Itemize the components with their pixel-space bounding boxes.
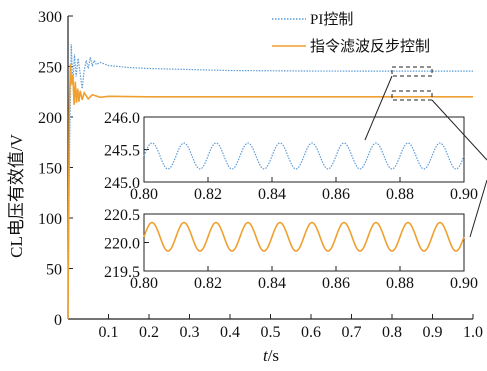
x-tick-label: 0.2 <box>139 324 159 341</box>
inset-top-series-line <box>143 142 465 170</box>
inset-bottom-x-tick-label: 0.84 <box>258 275 286 292</box>
y-axis-label: CL电压有效值/V <box>7 133 26 257</box>
inset-top-x-tick-label: 0.90 <box>450 186 478 203</box>
y-tick-label: 50 <box>46 262 62 279</box>
x-tick-label: 0.5 <box>261 324 281 341</box>
legend-label-cfb: 指令滤波反步控制 <box>310 38 430 55</box>
inset-bottom-y-tick-label: 220.0 <box>104 236 140 253</box>
series-line-pi <box>67 44 473 320</box>
inset-bottom-series-line <box>143 221 465 252</box>
inset-top-x-tick-label: 0.88 <box>386 186 414 203</box>
x-tick-label: 0.3 <box>180 324 200 341</box>
inset-top-x-tick-label: 0.80 <box>130 186 158 203</box>
inset-top: 245.0 245.5 246.0 0.80 0.82 0.84 0.86 0.88 0.90 <box>104 110 478 203</box>
series-line-cfb <box>67 64 473 320</box>
inset-top-x-tick-label: 0.86 <box>322 186 350 203</box>
x-tick-label: 0.4 <box>220 324 240 341</box>
y-tick-label: 250 <box>38 60 62 77</box>
inset-bottom-x-tick-label: 0.82 <box>194 275 222 292</box>
inset-top-x-tick-label: 0.84 <box>258 186 286 203</box>
inset-top-x-tick-label: 0.82 <box>194 186 222 203</box>
legend-label-pi: PI控制 <box>310 11 353 28</box>
y-tick-label: 150 <box>38 161 62 178</box>
y-tick-label: 200 <box>38 110 62 127</box>
y-tick-label: 100 <box>38 211 62 228</box>
inset-bottom-frame <box>143 213 465 272</box>
inset-bottom: 219.5 220.0 220.5 0.80 0.82 0.84 0.86 0.88 0.90 <box>104 207 478 292</box>
inset-top-frame <box>143 116 465 183</box>
zoom-box-bottom <box>391 90 433 101</box>
y-tick-label: 0 <box>54 312 62 329</box>
x-tick-label: 0.7 <box>342 324 362 341</box>
inset-bottom-y-tick-label: 220.5 <box>104 207 140 224</box>
inset-top-y-tick-label: 245.0 <box>104 175 140 192</box>
x-tick-label: 1.0 <box>463 324 483 341</box>
x-axis-label-unit: /s <box>268 346 279 365</box>
x-axis-label-var: t <box>263 346 269 365</box>
inset-bottom-x-tick-label: 0.90 <box>450 275 478 292</box>
x-axis-label: t/s <box>263 346 279 365</box>
zoom-connector-bottom <box>469 179 487 238</box>
inset-bottom-y-tick-label: 219.5 <box>104 264 140 281</box>
inset-bottom-x-tick-label: 0.88 <box>386 275 414 292</box>
inset-top-y-tick-label: 245.5 <box>104 143 140 160</box>
legend: PI控制 指令滤波反步控制 <box>272 11 430 55</box>
zoom-connector-top <box>364 75 393 141</box>
x-tick-label: 0.1 <box>99 324 119 341</box>
x-tick-label: 0.6 <box>301 324 321 341</box>
zoom-connector-right <box>431 99 487 161</box>
inset-bottom-x-tick-label: 0.80 <box>130 275 158 292</box>
inset-top-y-tick-label: 246.0 <box>104 110 140 127</box>
x-tick-label: 0.8 <box>382 324 402 341</box>
main-axes: 0 50 100 150 200 250 300 0.1 0.2 0.3 0.4 0.5 0.6 0.7 0… <box>38 9 483 341</box>
y-tick-label: 300 <box>38 9 62 26</box>
x-tick-label: 0.9 <box>423 324 443 341</box>
zoom-marks <box>364 66 487 238</box>
zoom-box-top <box>391 66 433 77</box>
inset-bottom-x-tick-label: 0.86 <box>322 275 350 292</box>
